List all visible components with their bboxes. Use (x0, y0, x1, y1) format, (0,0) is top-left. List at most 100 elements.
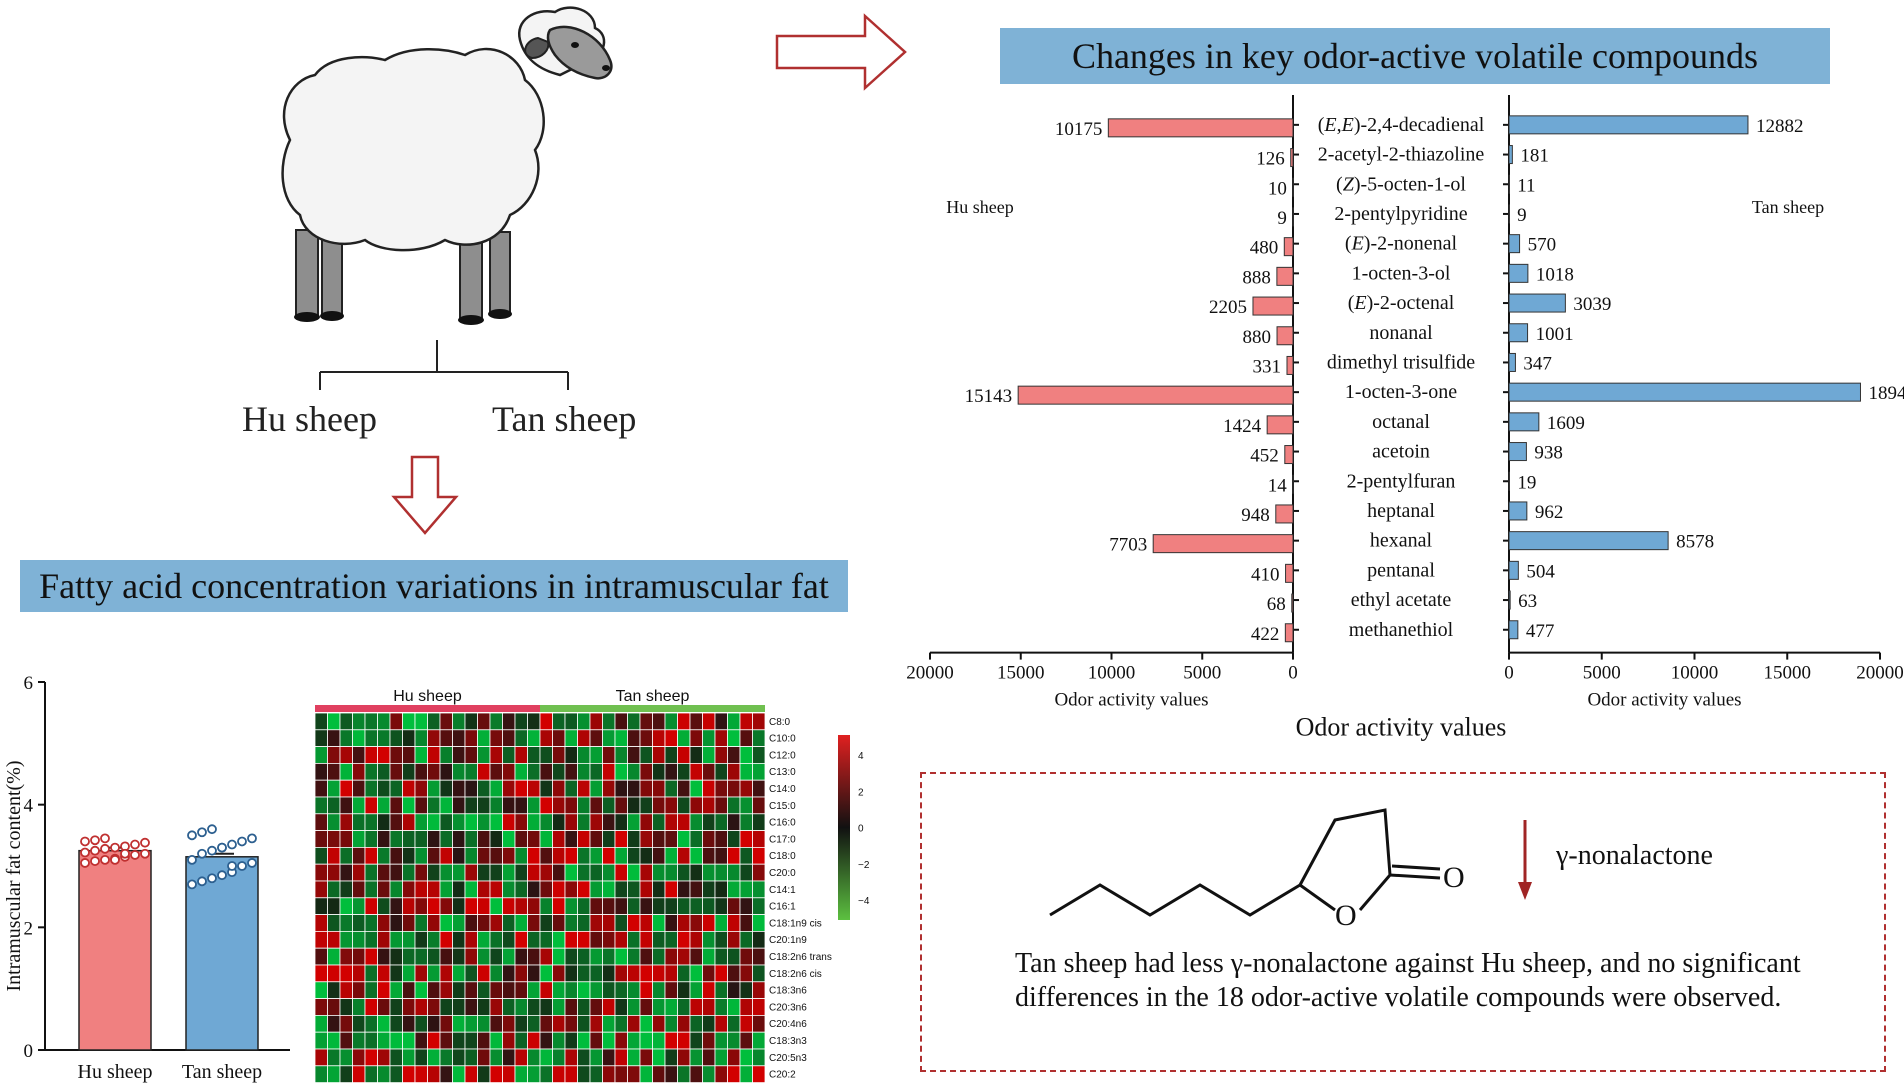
heatmap-cell (614, 830, 628, 848)
heatmap-cell (477, 914, 491, 932)
heatmap-cell (389, 880, 403, 899)
summary-text-line1: Tan sheep had less γ-nonalactone against… (1015, 948, 1801, 979)
heatmap-row-label: C17:0 (769, 834, 796, 845)
heatmap-cell (589, 779, 603, 798)
heatmap-cell (314, 981, 328, 999)
heatmap-cell (352, 947, 366, 966)
heatmap-cell (427, 1048, 441, 1067)
fat-data-point (110, 854, 120, 865)
heatmap-cell (564, 1031, 578, 1050)
odor-value-hu: 126 (1256, 149, 1285, 170)
heatmap-cell (314, 1065, 328, 1083)
heatmap-cell (452, 930, 466, 949)
heatmap-cell (664, 964, 678, 983)
heatmap-cell (464, 1031, 478, 1050)
heatmap-cell (727, 779, 741, 798)
heatmap-cell (527, 1014, 541, 1033)
heatmap-cell (377, 846, 391, 865)
heatmap-row-label: C18:3n3 (769, 1036, 807, 1047)
heatmap-cell (452, 746, 466, 764)
odor-bar-tan (1508, 501, 1528, 521)
heatmap-cell (589, 914, 603, 932)
odor-left-tick-label: 5000 (1183, 663, 1221, 684)
heatmap-cell (364, 813, 378, 832)
heatmap-cell (364, 998, 378, 1016)
heatmap-cell (577, 779, 591, 798)
heatmap-cell (577, 947, 591, 966)
heatmap-cell (377, 880, 391, 899)
heatmap-cell (514, 998, 528, 1016)
heatmap-row-label: C20:1n9 (769, 935, 807, 946)
heatmap-cell (702, 1014, 716, 1033)
heatmap-cell (427, 763, 441, 781)
odor-value-tan: 962 (1535, 502, 1564, 523)
heatmap-cell (389, 729, 403, 747)
fat-y-tick-label: 0 (24, 1041, 34, 1062)
heatmap-cell (402, 830, 416, 848)
heatmap-cell (527, 746, 541, 764)
heatmap-cell (614, 1065, 628, 1083)
sheep-illustration (281, 6, 613, 325)
odor-bar-tan (1508, 620, 1519, 640)
heatmap-cell (377, 729, 391, 747)
heatmap-cell (464, 897, 478, 916)
heatmap-cell (577, 729, 591, 747)
heatmap-cell (652, 1065, 666, 1083)
heatmap-cell (427, 813, 441, 832)
heatmap-cell (564, 729, 578, 747)
odor-right-axis-label: Odor activity values (1587, 690, 1741, 711)
heatmap-cell (352, 998, 366, 1016)
heatmap-cell (589, 930, 603, 949)
heatmap-cell (627, 981, 641, 999)
heatmap-cell (514, 863, 528, 882)
heatmap-cell (639, 763, 653, 781)
heatmap-cell (639, 1048, 653, 1067)
heatmap-cell (739, 712, 753, 731)
heatmap-cell (652, 813, 666, 832)
heatmap-cell (452, 880, 466, 899)
heatmap-cell (477, 746, 491, 764)
heatmap-cell (389, 930, 403, 949)
heatmap-cell (502, 930, 516, 949)
heatmap-cell (589, 1014, 603, 1033)
heatmap-cell (464, 846, 478, 865)
heatmap-cell (639, 930, 653, 949)
fat-data-point (120, 848, 130, 859)
heatmap-cell (352, 796, 366, 815)
heatmap-cell (489, 1031, 503, 1050)
heatmap-cell (352, 964, 366, 983)
heatmap-cell (639, 947, 653, 966)
heatmap-cell (552, 930, 566, 949)
heatmap-cell (564, 914, 578, 932)
fat-data-point (90, 845, 100, 856)
odor-category-label: methanethiol (1349, 619, 1454, 641)
heatmap-cell (752, 863, 766, 882)
heatmap-cell (477, 1065, 491, 1083)
odor-bar-hu (1107, 118, 1294, 138)
odor-value-tan: 938 (1534, 443, 1563, 464)
heatmap-cell (602, 796, 616, 815)
heatmap-cell (514, 830, 528, 848)
heatmap-cell (502, 880, 516, 899)
odor-value-hu: 880 (1243, 327, 1272, 348)
heatmap-cell (339, 1014, 353, 1033)
heatmap-cell (427, 830, 441, 848)
heatmap-cell (714, 1031, 728, 1050)
heatmap-cell (552, 796, 566, 815)
heatmap-cell (702, 897, 716, 916)
heatmap-cell (377, 1031, 391, 1050)
heatmap-cell (714, 897, 728, 916)
heatmap-cell (627, 813, 641, 832)
heatmap-cell (727, 981, 741, 999)
odor-bar-tan (1508, 234, 1521, 254)
heatmap-cell (614, 729, 628, 747)
heatmap-cell (489, 998, 503, 1016)
heatmap-cell (377, 981, 391, 999)
heatmap-cell (352, 746, 366, 764)
heatmap-cell (527, 880, 541, 899)
heatmap-cell (514, 763, 528, 781)
heatmap-cell (539, 1048, 553, 1067)
fat-data-point (217, 842, 227, 853)
heatmap-cell (364, 964, 378, 983)
heatmap-cell (739, 830, 753, 848)
